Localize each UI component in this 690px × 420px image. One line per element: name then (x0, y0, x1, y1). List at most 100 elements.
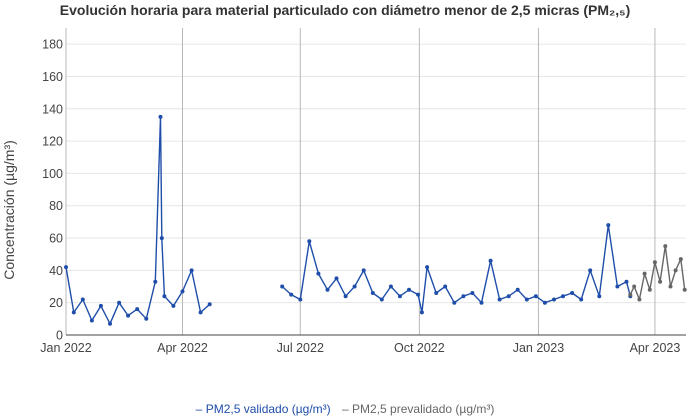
x-tick-label: Jan 2022 (40, 341, 91, 355)
data-point-validado (117, 300, 122, 305)
x-tick-label: Oct 2022 (394, 341, 445, 355)
data-point-validado (64, 265, 68, 270)
x-tick-label: Jul 2022 (277, 341, 324, 355)
data-point-validado (434, 291, 439, 295)
data-point-validado (316, 271, 321, 276)
data-point-validado (343, 294, 348, 299)
data-point-validado (144, 316, 149, 321)
y-tick-label: 20 (49, 296, 63, 310)
series-line-prevalidado (629, 245, 686, 301)
data-point-validado (159, 236, 164, 241)
data-point-validado (561, 294, 565, 299)
data-point-validado (443, 284, 448, 289)
data-point-validado (126, 313, 131, 318)
x-tick-label: Apr 2022 (157, 341, 208, 355)
data-point-validado (171, 303, 176, 308)
data-point-prevalidado (637, 297, 642, 302)
data-point-validado (515, 287, 520, 292)
x-tick-label: Apr 2023 (630, 341, 681, 355)
data-point-validado (98, 303, 103, 308)
data-point-validado (624, 279, 629, 284)
y-tick-label: 160 (42, 70, 63, 84)
chart-plot: 0 20 40 60 80 100 120 140 160 180 Jan 2022 Apr 2022… (40, 28, 687, 355)
legend-swatch-validado: – (195, 402, 203, 416)
data-point-validado (207, 302, 212, 307)
data-point-validado (461, 294, 466, 299)
y-tick-label: 0 (56, 329, 63, 343)
data-point-validado (470, 291, 475, 295)
data-point-validado (80, 297, 85, 302)
legend-label-validado: PM2,5 validado (µg/m³) (205, 402, 331, 416)
data-point-validado (307, 239, 312, 244)
data-point-prevalidado (682, 287, 687, 292)
data-point-validado (162, 294, 167, 299)
data-point-validado (189, 268, 194, 273)
y-axis-label: Concentración (µg/m³) (1, 140, 17, 280)
legend: – PM2,5 validado (µg/m³) – PM2,5 prevali… (0, 402, 690, 416)
data-point-validado (533, 294, 538, 299)
data-point-validado (588, 268, 593, 273)
data-point-prevalidado (673, 268, 678, 273)
data-point-prevalidado (628, 292, 633, 297)
data-point-validado (180, 289, 185, 294)
data-point-prevalidado (647, 287, 652, 292)
data-point-validado (280, 284, 285, 289)
data-point-prevalidado (663, 244, 668, 249)
data-point-validado (89, 318, 94, 323)
data-point-validado (524, 297, 529, 302)
grid-lines (65, 28, 686, 336)
data-point-prevalidado (632, 284, 637, 289)
axes: 0 20 40 60 80 100 120 140 160 180 Jan 2022 Apr 2022… (40, 38, 686, 355)
data-point-validado (579, 297, 584, 302)
data-point-validado (361, 268, 366, 273)
legend-swatch-prevalidado: – (342, 402, 349, 416)
data-point-validado (108, 321, 112, 326)
data-point-validado (542, 300, 547, 305)
chart-title: Evolución horaria para material particul… (59, 2, 631, 18)
series-line-validado (65, 116, 211, 325)
data-point-validado (352, 284, 357, 289)
data-point-validado (416, 292, 421, 297)
data-point-validado (419, 310, 424, 315)
data-point-validado (479, 300, 484, 305)
data-point-validado (425, 265, 430, 270)
legend-label-prevalidado: PM2,5 prevalidado (µg/m³) (352, 402, 495, 416)
data-point-prevalidado (668, 284, 673, 289)
data-point-prevalidado (658, 279, 663, 284)
y-tick-label: 180 (42, 38, 63, 52)
data-point-validado (570, 291, 575, 295)
data-point-validado (325, 287, 330, 292)
data-point-validado (334, 276, 339, 281)
data-point-validado (298, 297, 303, 302)
data-point-validado (370, 291, 375, 295)
y-tick-label: 120 (42, 135, 63, 149)
data-point-validado (597, 294, 602, 299)
data-point-validado (606, 223, 611, 228)
data-point-validado (488, 258, 493, 263)
data-point-prevalidado (652, 260, 657, 265)
y-tick-label: 60 (49, 232, 63, 246)
data-point-prevalidado (642, 271, 647, 276)
legend-item-prevalidado[interactable]: – PM2,5 prevalidado (µg/m³) (342, 402, 494, 416)
data-point-validado (153, 279, 158, 284)
data-point-validado (407, 287, 411, 292)
data-point-validado (135, 307, 140, 312)
series-group (64, 114, 687, 326)
data-point-prevalidado (678, 257, 683, 262)
legend-item-validado[interactable]: – PM2,5 validado (µg/m³) (196, 402, 334, 416)
data-point-validado (379, 297, 384, 302)
data-point-validado (289, 292, 294, 297)
data-point-validado (71, 310, 76, 315)
data-point-validado (506, 294, 511, 299)
data-point-validado (615, 284, 620, 289)
data-point-validado (552, 297, 556, 302)
x-tick-label: Jan 2023 (513, 341, 564, 355)
data-point-validado (497, 297, 502, 302)
data-point-validado (397, 294, 402, 299)
data-point-validado (388, 284, 393, 289)
y-tick-label: 100 (42, 167, 63, 181)
y-tick-label: 40 (49, 264, 63, 278)
y-tick-label: 140 (42, 102, 63, 116)
data-point-validado (198, 310, 203, 315)
data-point-validado (158, 114, 163, 119)
